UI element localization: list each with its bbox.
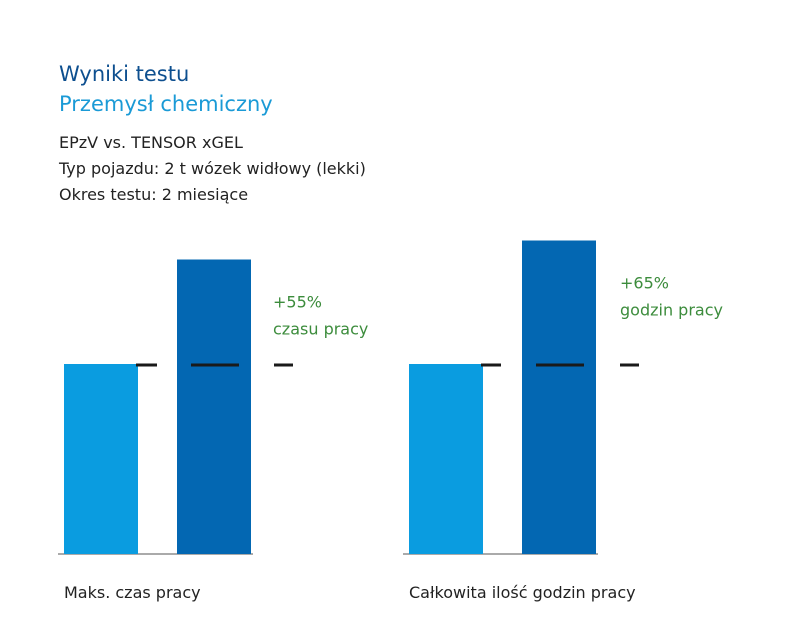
page-subtitle: Przemysł chemiczny (59, 92, 273, 116)
info-test-period: Okres testu: 2 miesiące (59, 185, 249, 204)
chart-1-bar-1 (64, 364, 138, 554)
chart-2-annotation-line-1: +65% (620, 274, 669, 293)
chart-1-bar-2 (177, 259, 251, 554)
info-vehicle-type: Typ pojazdu: 2 t wózek widłowy (lekki) (59, 159, 366, 178)
chart-2-bar-2 (522, 240, 596, 554)
chart-2-annotation-line-2: godzin pracy (620, 301, 723, 320)
page-title: Wyniki testu (59, 62, 190, 86)
chart-2-category-label: Całkowita ilość godzin pracy (409, 583, 636, 602)
chart-1-annotation-line-1: +55% (273, 293, 322, 312)
chart-1-category-label: Maks. czas pracy (64, 583, 201, 602)
info-comparison: EPzV vs. TENSOR xGEL (59, 133, 243, 152)
chart-1-annotation-line-2: czasu pracy (273, 320, 368, 339)
chart-2-bar-1 (409, 364, 483, 554)
